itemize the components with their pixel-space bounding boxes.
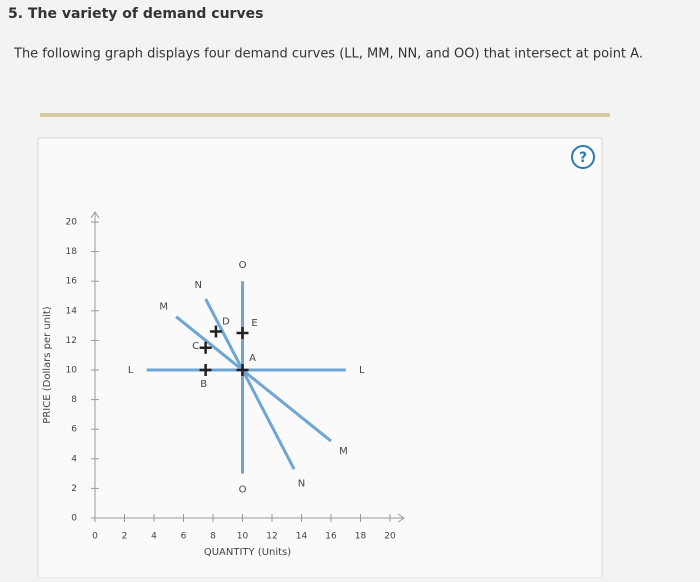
divider	[40, 113, 610, 117]
prompt: The following graph displays four demand…	[13, 47, 643, 62]
point-label: C	[192, 341, 199, 352]
point-marker	[236, 364, 249, 376]
y-arrow	[90, 211, 100, 219]
x-tick-label: 0	[92, 532, 98, 542]
x-arrow	[397, 513, 405, 523]
title: 5. The variety of demand curves	[8, 6, 263, 22]
curve-label: L	[359, 365, 365, 376]
y-tick-label: 8	[71, 395, 77, 405]
y-tick-label: 18	[66, 247, 78, 257]
y-tick-label: 6	[71, 425, 77, 435]
point-marker	[236, 327, 249, 339]
point-marker	[209, 325, 222, 338]
curve-label: L	[128, 365, 134, 376]
curve-label: M	[339, 446, 348, 457]
x-axis-label: QUANTITY (Units)	[204, 547, 291, 558]
graph-panel	[37, 137, 603, 579]
x-tick-label: 8	[210, 532, 216, 542]
curve-label: O	[239, 260, 247, 271]
curve-label: O	[239, 485, 247, 496]
help-button[interactable]	[571, 145, 595, 169]
x-tick-label: 6	[181, 532, 187, 542]
point-label: D	[222, 317, 230, 328]
y-axis-label: PRICE (Dollars per unit)	[42, 306, 53, 423]
demand-curve	[175, 315, 332, 443]
x-tick-label: 20	[384, 532, 396, 542]
curve-label: N	[195, 280, 202, 291]
point-marker	[199, 341, 212, 354]
x-tick-label: 14	[296, 532, 308, 542]
point-label: B	[200, 379, 207, 390]
y-tick-label: 10	[66, 366, 78, 376]
y-tick-label: 2	[71, 484, 77, 494]
x-tick-label: 12	[266, 532, 277, 542]
x-tick-label: 16	[325, 532, 337, 542]
y-tick-label: 16	[66, 277, 78, 287]
x-tick-label: 4	[151, 532, 157, 542]
help-icon[interactable]: ?	[579, 150, 587, 166]
point-marker	[199, 364, 212, 376]
point-label: A	[249, 353, 256, 364]
y-tick-label: 20	[66, 218, 78, 228]
y-tick-label: 14	[66, 306, 78, 316]
demand-curve	[204, 298, 296, 470]
y-tick-label: 0	[71, 514, 77, 524]
x-tick-label: 2	[122, 532, 128, 542]
point-label: E	[251, 318, 257, 329]
x-tick-label: 18	[355, 532, 367, 542]
curve-label: N	[298, 478, 305, 489]
curve-label: M	[159, 302, 168, 313]
x-tick-label: 10	[237, 532, 249, 542]
y-tick-label: 4	[71, 454, 77, 464]
y-tick-label: 12	[66, 336, 77, 346]
